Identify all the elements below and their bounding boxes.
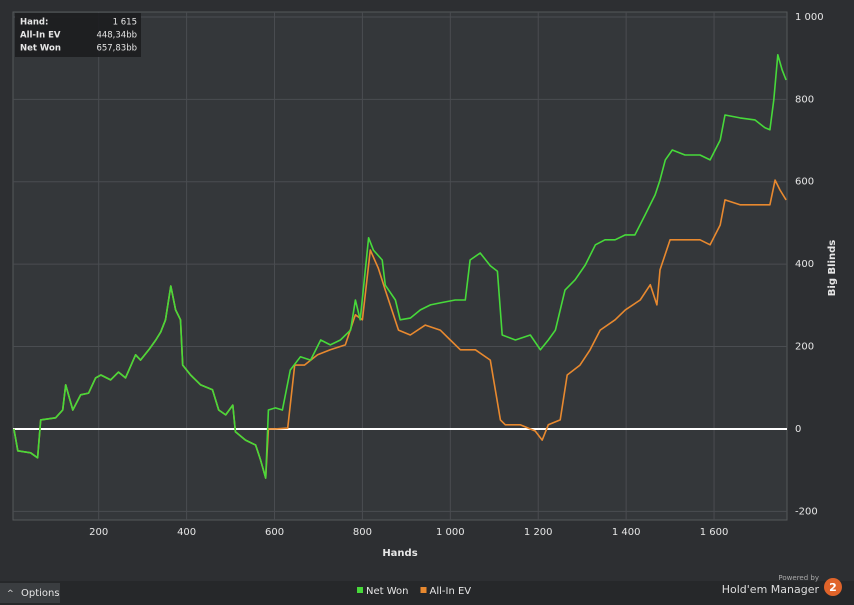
x-tick-label: 1 200 xyxy=(524,527,553,538)
x-tick-label: 800 xyxy=(353,527,372,538)
footer xyxy=(0,581,854,605)
legend-label: All-In EV xyxy=(430,586,472,597)
x-tick-label: 400 xyxy=(177,527,196,538)
x-tick-label: 1 600 xyxy=(700,527,729,538)
logo xyxy=(824,578,842,596)
legend-swatch xyxy=(357,587,363,593)
powered-by: Powered by xyxy=(778,574,819,582)
options-button[interactable] xyxy=(0,583,60,603)
grid xyxy=(13,12,787,520)
plot-area xyxy=(12,11,788,521)
x-tick-label: 600 xyxy=(265,527,284,538)
y-tick-label: 1 000 xyxy=(795,12,824,23)
y-tick-label: 400 xyxy=(795,259,814,270)
series-line xyxy=(13,53,787,479)
options-label[interactable]: Options xyxy=(21,588,60,599)
x-axis-title: Hands xyxy=(382,548,417,559)
lines xyxy=(13,53,787,479)
tooltip-value: 448,34bb xyxy=(96,31,137,41)
tooltip-value: 657,83bb xyxy=(96,44,137,54)
x-tick-label: 1 400 xyxy=(612,527,641,538)
tooltip-key: Hand: xyxy=(20,18,48,28)
tooltip: Hand: 1 615 All-In EV 448,34bb Net Won 657,83… xyxy=(15,13,141,57)
tooltip-box xyxy=(15,13,141,57)
y-tick-label: 200 xyxy=(795,342,814,353)
legend-swatch xyxy=(420,587,427,593)
tooltip-key: All-In EV xyxy=(20,31,61,41)
product-name: Hold'em Manager xyxy=(722,583,820,596)
y-axis-title: Big Blinds xyxy=(827,240,838,296)
logo-text: 2 xyxy=(829,581,837,594)
x-tick-label: 200 xyxy=(89,527,108,538)
y-tick-label: 0 xyxy=(795,424,801,435)
y-tick-label: 800 xyxy=(795,94,814,105)
options-caret: ^ xyxy=(7,589,14,598)
legend-label: Net Won xyxy=(366,586,409,597)
x-tick-label: 1 000 xyxy=(436,527,465,538)
y-tick-label: -200 xyxy=(795,506,818,517)
tooltip-key: Net Won xyxy=(20,44,61,54)
legend: Net Won All-In EV xyxy=(357,586,471,597)
tooltip-value: 1 615 xyxy=(113,18,137,28)
y-tick-label: 600 xyxy=(795,177,814,188)
